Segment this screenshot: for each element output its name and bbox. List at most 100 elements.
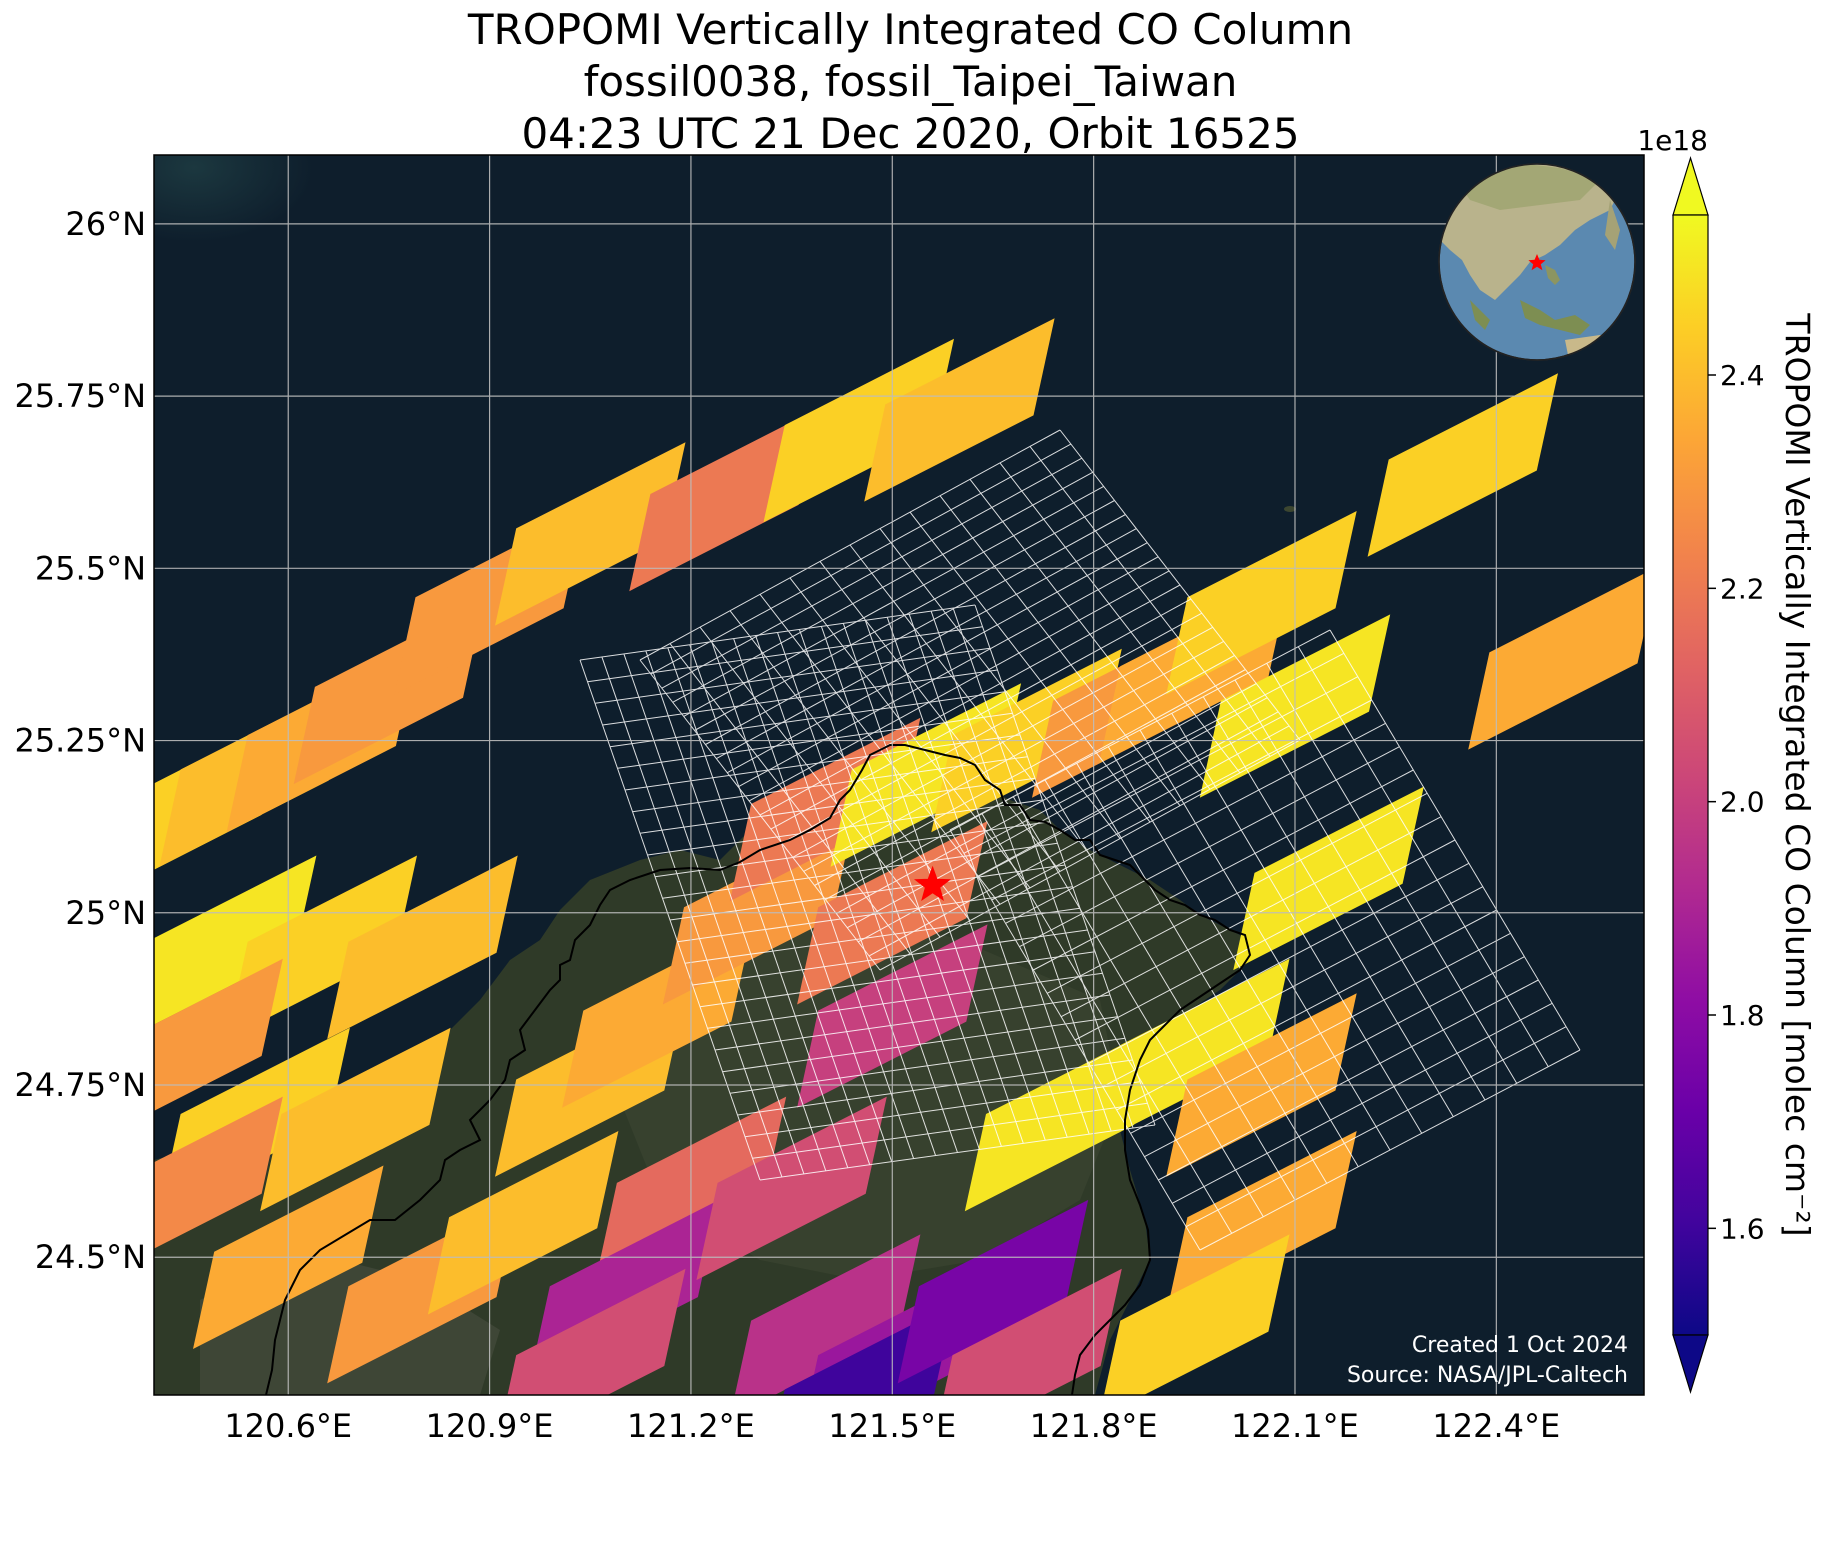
map-frame (153, 154, 1645, 1396)
mesh-line (654, 821, 1051, 878)
mesh-line (672, 471, 1093, 703)
lat-tick-label: 25.75°N (14, 377, 146, 415)
mesh-line (1130, 932, 1511, 1134)
co-swath-pixels (154, 318, 1644, 1395)
mesh-line (759, 584, 1181, 816)
title-block: TROPOMI Vertically Integrated CO Column … (0, 4, 1821, 160)
mesh-line (579, 604, 976, 661)
mesh-line (737, 1059, 1133, 1116)
swath-pixel (1099, 958, 1290, 1143)
mesh-line (1116, 909, 1497, 1111)
mesh-line (669, 864, 1066, 921)
mesh-line (1171, 1002, 1553, 1204)
mesh-line (714, 994, 1111, 1051)
mesh-line (650, 443, 1072, 675)
mesh-line (716, 528, 1137, 760)
colorbar-body (1672, 214, 1709, 1336)
mesh-line (707, 972, 1103, 1029)
coastline (265, 744, 1252, 1395)
colorbar-ticks: 1.6 1.8 2.0 2.2 2.4 (1708, 359, 1765, 1245)
colorbar-tick-label: 2.4 (1720, 359, 1765, 392)
swath-pixel (1166, 1131, 1357, 1315)
lon-tick-label: 120.9°E (426, 1407, 554, 1445)
title-line-1: TROPOMI Vertically Integrated CO Column (467, 5, 1354, 54)
lon-tick-label: 122.4°E (1432, 1407, 1560, 1445)
swath-pixel (427, 1131, 619, 1315)
colorbar: 1.6 1.8 2.0 2.2 2.4 1e18 TROPOMI Vertically … (1637, 124, 1817, 1395)
mesh-line (609, 691, 1006, 748)
mesh-line (1102, 886, 1484, 1088)
swath-pixel (507, 1268, 686, 1395)
longitude-tick-labels: 120.6°E 120.9°E 121.2°E 121.5°E 121.8°E 122.1… (224, 1407, 1560, 1445)
swath-pixel (327, 855, 518, 1039)
mesh-line (1074, 839, 1456, 1041)
mesh-line (781, 612, 1203, 844)
mesh-line (963, 652, 1345, 854)
swath-pixel (1367, 373, 1558, 557)
swath-pixel (864, 318, 1055, 502)
colorbar-label: TROPOMI Vertically Integrated CO Column … (1778, 312, 1817, 1236)
mesh-line (792, 626, 1213, 858)
swath-pixel (1233, 786, 1424, 971)
lat-tick-label: 25.5°N (35, 549, 146, 587)
mesh-line (1199, 1049, 1581, 1251)
mesh-line (1033, 769, 1414, 971)
swath-pixel (154, 1096, 283, 1249)
inset-site-star (1528, 254, 1546, 271)
lon-tick-label: 121.8°E (1030, 1407, 1158, 1445)
mesh-line (1005, 722, 1386, 924)
mesh-line (744, 1081, 1141, 1138)
swath-pixel (734, 1234, 921, 1395)
lon-tick-label: 122.1°E (1231, 1407, 1359, 1445)
mesh-line (699, 951, 1096, 1008)
mesh-line (694, 500, 1115, 731)
mesh-line (748, 570, 1170, 802)
source-credit: Source: NASA/JPL-Caltech (1347, 1363, 1628, 1388)
mesh-line (836, 683, 1257, 915)
swath-pixel (154, 958, 283, 1111)
lat-tick-label: 24.75°N (14, 1066, 146, 1104)
mesh-line (705, 514, 1126, 745)
swath-pixel (629, 407, 820, 592)
map-area: Created 1 Oct 2024 Source: NASA/JPL-Calt… (154, 155, 1644, 1395)
colorbar-tick-label: 1.8 (1720, 999, 1765, 1032)
mesh-line (677, 886, 1073, 943)
gridlines (154, 155, 1644, 1395)
mesh-line (684, 907, 1081, 964)
mesh-line (662, 842, 1058, 899)
colorbar-extend-top (1672, 155, 1709, 216)
lon-tick-label: 120.6°E (224, 1407, 352, 1445)
mesh-line (752, 1102, 1148, 1159)
mesh-line (602, 669, 998, 726)
mesh-line (632, 756, 1028, 813)
mesh-line (737, 556, 1159, 788)
colorbar-exponent: 1e18 (1637, 124, 1708, 157)
mesh-line (991, 699, 1372, 901)
colorbar-extend-bottom (1672, 1334, 1709, 1395)
mesh-line (647, 799, 1043, 856)
mesh-line (1046, 792, 1428, 994)
lat-tick-label: 26°N (65, 205, 146, 243)
mesh-line (639, 429, 1061, 661)
mesh-line (847, 697, 1268, 929)
lat-tick-label: 25°N (65, 894, 146, 932)
swath-pixel (1468, 573, 1644, 750)
mesh-line (1185, 1026, 1567, 1228)
mesh-line (759, 1124, 1156, 1181)
colorbar-tick-label: 2.2 (1720, 572, 1765, 605)
mesh-line (1144, 956, 1525, 1158)
mesh-line (729, 1037, 1126, 1094)
mesh-line (770, 598, 1192, 830)
lat-tick-label: 24.5°N (35, 1238, 146, 1276)
title-line-3: 04:23 UTC 21 Dec 2020, Orbit 16525 (521, 109, 1300, 158)
swath-pixel (964, 1027, 1156, 1212)
swath-pixel (897, 1199, 1089, 1384)
lon-tick-label: 121.5°E (828, 1407, 956, 1445)
mesh-line (661, 457, 1083, 689)
mesh-line (727, 542, 1148, 774)
colorbar-tick-label: 1.6 (1720, 1212, 1765, 1245)
swath-pixel (260, 1027, 451, 1212)
mesh-line (857, 711, 1279, 943)
swath-pixel (154, 855, 317, 1025)
